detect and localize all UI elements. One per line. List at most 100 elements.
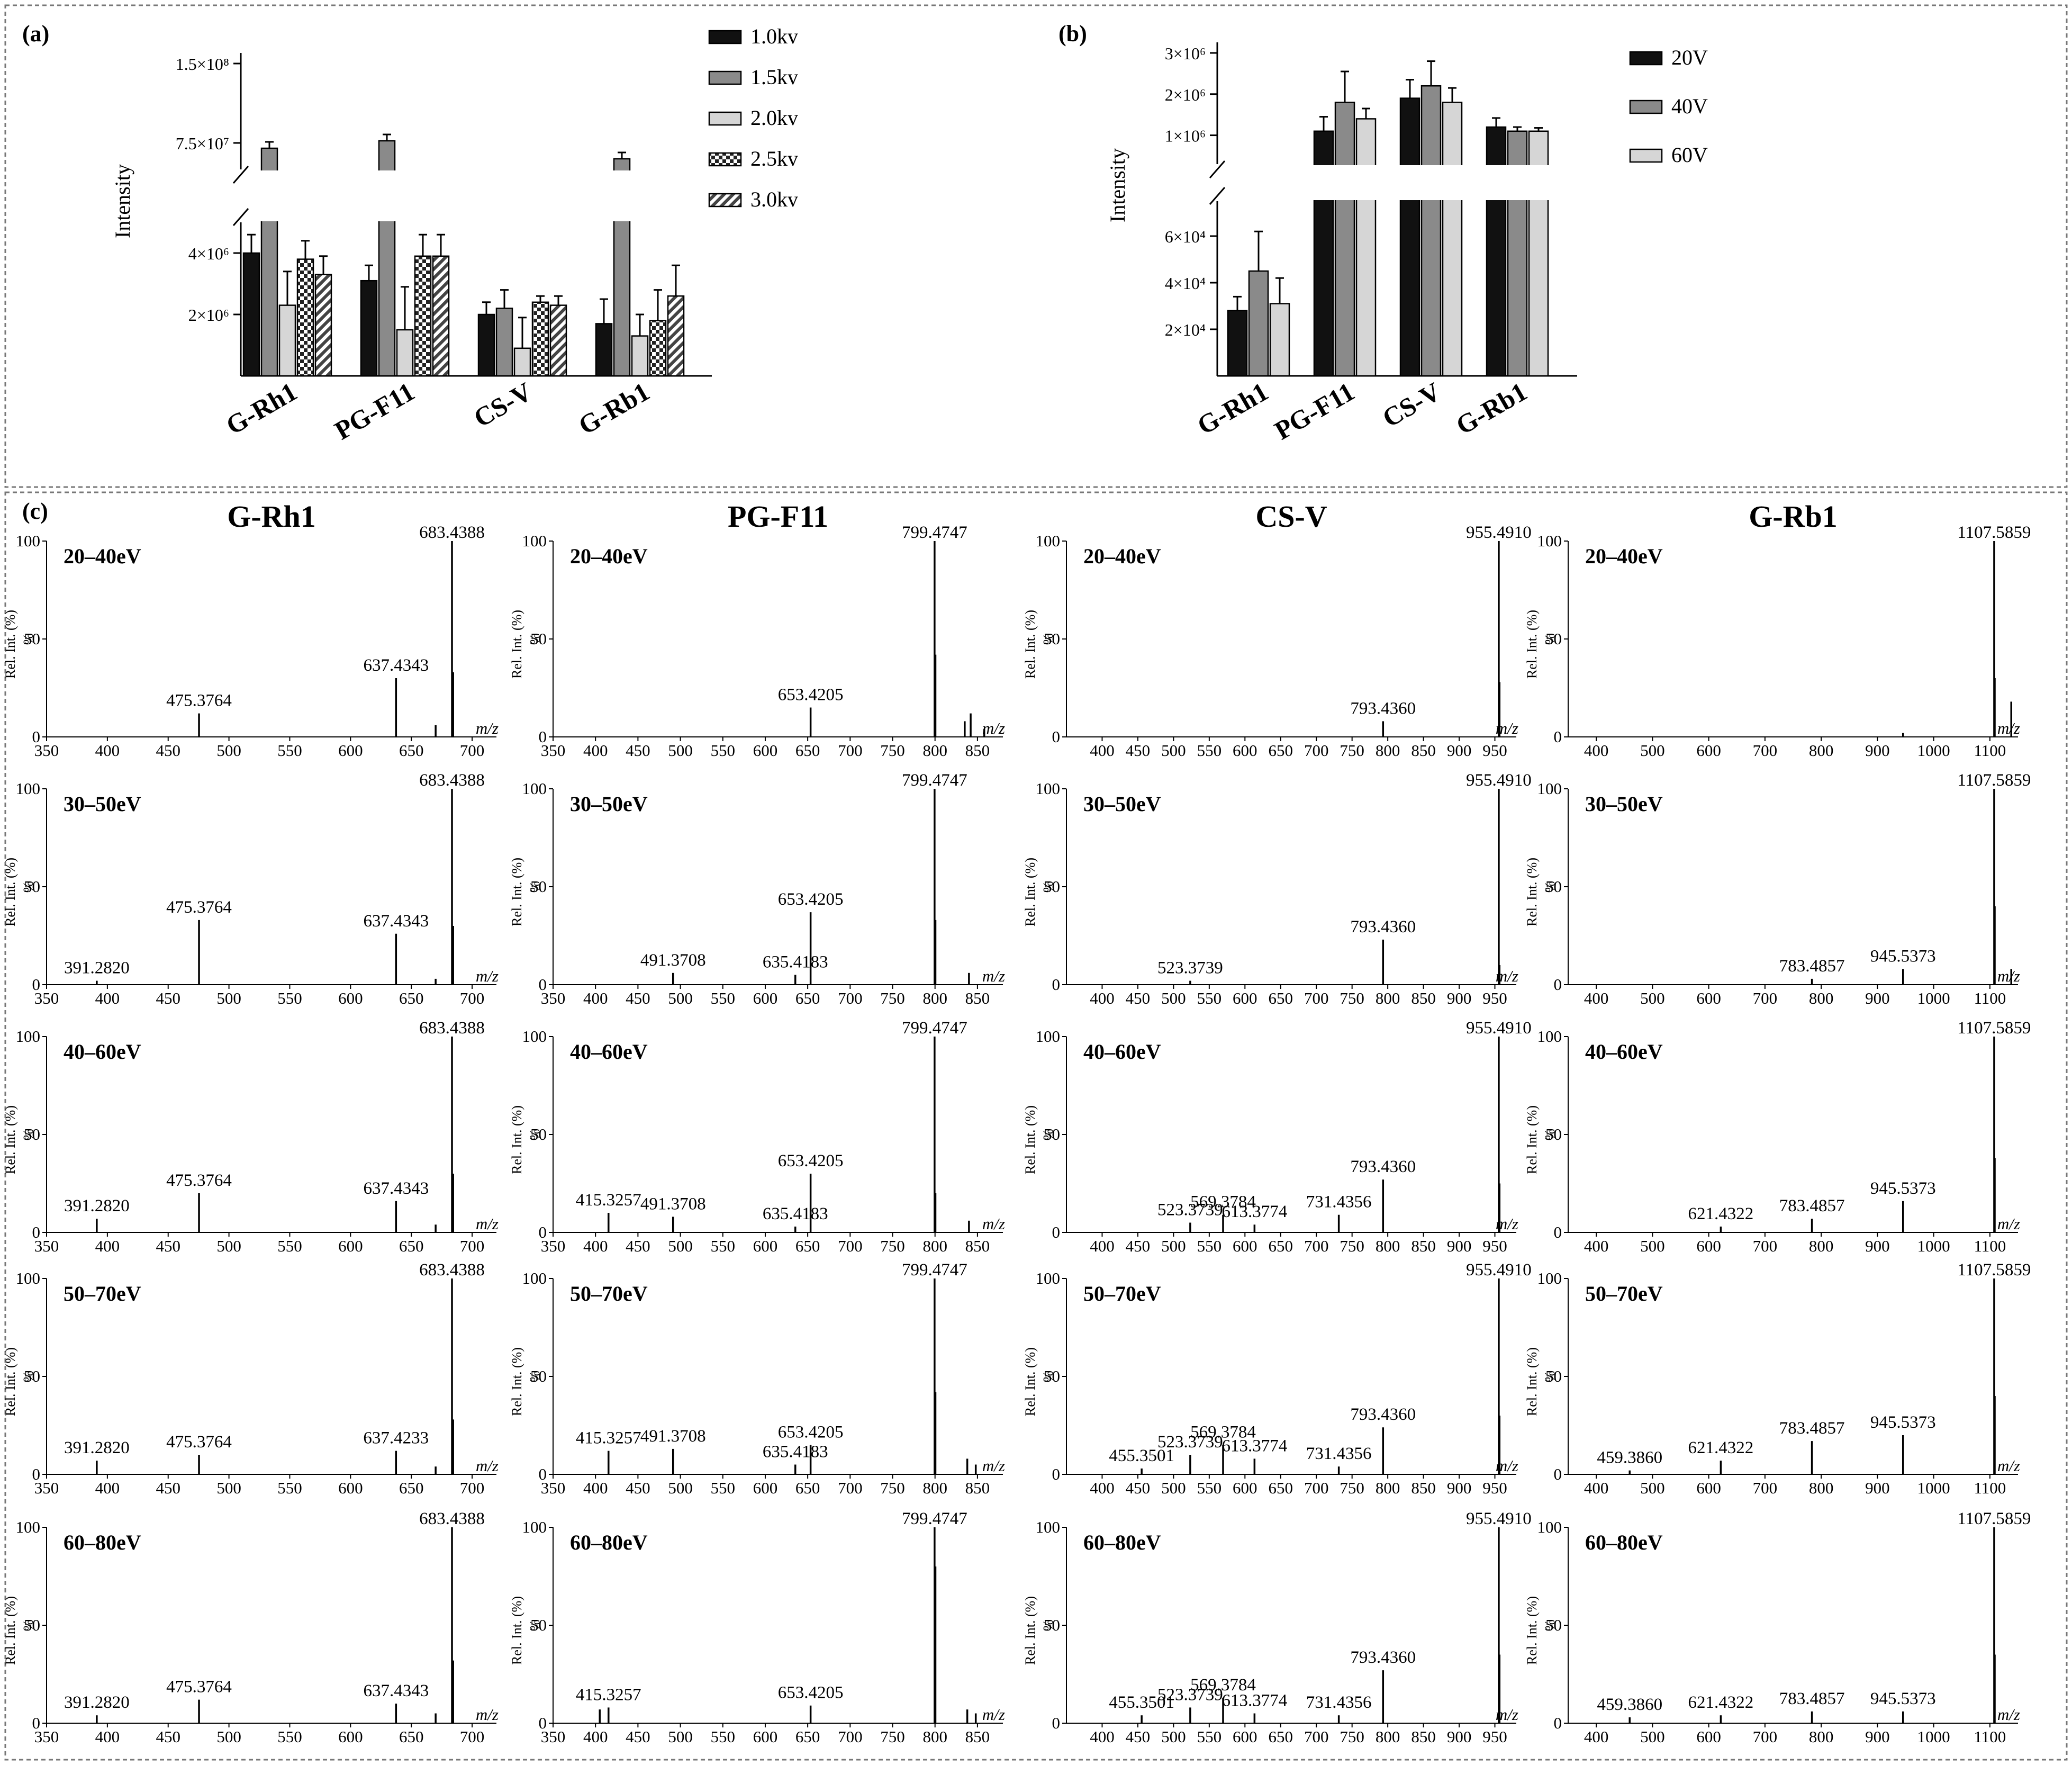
bar bbox=[1269, 303, 1290, 377]
x-tick-label: 900 bbox=[1865, 1727, 1890, 1746]
y-tick-label: 100 bbox=[16, 1269, 41, 1287]
y-tick-label: 100 bbox=[1036, 1027, 1061, 1046]
bar bbox=[396, 329, 414, 377]
peak-label: 475.3764 bbox=[166, 898, 232, 917]
peak-label: 391.2820 bbox=[64, 1196, 130, 1215]
y-tick-label: 2×10⁶ bbox=[188, 305, 229, 325]
spectrum-panel: 0 50 100 400 500 600 700 800 900 1000 1100 m/z Rel. … bbox=[1524, 1509, 2031, 1746]
peak-label: 415.3257 bbox=[576, 1429, 641, 1448]
y-axis-label: Rel. Int. (%) bbox=[1524, 610, 1540, 679]
y-tick-label: 0 bbox=[32, 1223, 41, 1241]
peak-label: 683.4388 bbox=[419, 771, 485, 790]
y-tick-label: 100 bbox=[1537, 779, 1562, 798]
x-tick-label: 800 bbox=[1376, 1479, 1400, 1497]
spectrum-panel: 0 50 100 350 400 450 500 550 600 650 700 750 800 850 m… bbox=[509, 1260, 1005, 1497]
x-tick-label: 800 bbox=[922, 1237, 947, 1255]
y-axis-unit: % bbox=[1040, 1619, 1056, 1631]
x-axis-label: m/z bbox=[476, 1214, 499, 1233]
legend-label: 60V bbox=[1671, 143, 1708, 167]
x-tick-label: 350 bbox=[34, 1479, 59, 1497]
x-tick-label: 950 bbox=[1482, 1727, 1507, 1746]
peak-label: 955.4910 bbox=[1466, 523, 1532, 542]
spectrum-panel: 0 50 100 350 400 450 500 550 600 650 700 m/z Rel. In… bbox=[3, 523, 499, 760]
bar-break-gap bbox=[1442, 165, 1463, 200]
x-tick-label: 450 bbox=[156, 1237, 180, 1255]
y-tick-label: 100 bbox=[16, 532, 41, 550]
x-tick-label: 500 bbox=[1640, 1727, 1665, 1746]
peak-label: 569.3784 bbox=[1190, 1676, 1256, 1695]
x-tick-label: 600 bbox=[753, 1237, 778, 1255]
y-tick-label: 100 bbox=[16, 1518, 41, 1536]
spectrum-panel: 0 50 100 400 450 500 550 600 650 700 750 800 850 900 9… bbox=[1023, 523, 1532, 760]
x-tick-label: 500 bbox=[1640, 741, 1665, 760]
peak-label: 491.3708 bbox=[640, 1194, 706, 1213]
x-tick-label: 500 bbox=[668, 1479, 693, 1497]
category-label: G-Rb1 bbox=[1451, 376, 1532, 440]
x-tick-label: 400 bbox=[1090, 1479, 1115, 1497]
y-tick-label: 50 bbox=[1044, 629, 1060, 648]
x-tick-label: 600 bbox=[1233, 1727, 1257, 1746]
peak-label: 945.5373 bbox=[1870, 1413, 1936, 1432]
bar bbox=[1442, 102, 1463, 377]
x-tick-label: 450 bbox=[1126, 1479, 1151, 1497]
x-tick-label: 600 bbox=[1696, 989, 1721, 1007]
x-axis-label: m/z bbox=[982, 1456, 1005, 1475]
y-tick-label: 50 bbox=[1044, 1616, 1060, 1634]
peak-label: 683.4388 bbox=[419, 1509, 485, 1528]
y-axis-unit: % bbox=[1040, 1371, 1056, 1382]
x-tick-label: 600 bbox=[753, 989, 778, 1007]
peak-label: 415.3257 bbox=[576, 1685, 641, 1704]
x-tick-label: 750 bbox=[880, 1237, 905, 1255]
x-tick-label: 600 bbox=[1696, 1479, 1721, 1497]
y-tick-label: 100 bbox=[1036, 532, 1061, 550]
x-axis-label: m/z bbox=[476, 1456, 499, 1475]
y-axis-label: Rel. Int. (%) bbox=[3, 610, 18, 679]
legend-swatch bbox=[708, 70, 742, 85]
x-tick-label: 400 bbox=[1584, 1727, 1609, 1746]
x-tick-label: 600 bbox=[753, 1727, 778, 1746]
collision-energy-label: 60–80eV bbox=[1585, 1530, 1663, 1554]
x-tick-label: 400 bbox=[1584, 1479, 1609, 1497]
x-tick-label: 750 bbox=[880, 1479, 905, 1497]
x-tick-label: 500 bbox=[216, 1727, 241, 1746]
x-tick-label: 700 bbox=[838, 1727, 863, 1746]
x-tick-label: 650 bbox=[1269, 1237, 1293, 1255]
peak-label: 783.4857 bbox=[1779, 1196, 1845, 1215]
bar bbox=[667, 295, 685, 377]
y-axis-label: Rel. Int. (%) bbox=[3, 858, 18, 926]
x-tick-label: 800 bbox=[1809, 1479, 1834, 1497]
x-tick-label: 800 bbox=[1809, 989, 1834, 1007]
bar bbox=[513, 347, 531, 377]
x-tick-label: 500 bbox=[1161, 1727, 1186, 1746]
x-tick-label: 500 bbox=[668, 1727, 693, 1746]
legend-swatch bbox=[708, 111, 742, 126]
x-tick-label: 950 bbox=[1482, 741, 1507, 760]
axis-break-mark bbox=[232, 208, 249, 226]
axis-break-mark bbox=[1209, 160, 1226, 178]
y-tick-label: 0 bbox=[1052, 727, 1061, 746]
x-tick-label: 750 bbox=[880, 1727, 905, 1746]
x-tick-label: 850 bbox=[965, 1479, 990, 1497]
x-tick-label: 550 bbox=[1197, 1479, 1222, 1497]
bar-break-gap bbox=[1355, 165, 1377, 200]
y-tick-label: 2×10⁴ bbox=[1165, 320, 1206, 339]
y-axis-label: Rel. Int. (%) bbox=[509, 858, 524, 926]
x-tick-label: 450 bbox=[156, 741, 180, 760]
y-tick-label: 50 bbox=[1545, 1616, 1562, 1634]
y-tick-label: 50 bbox=[1545, 877, 1562, 896]
x-tick-label: 500 bbox=[216, 1237, 241, 1255]
category-label: CS-V bbox=[1377, 376, 1445, 433]
x-tick-label: 700 bbox=[838, 741, 863, 760]
peak-label: 523.3739 bbox=[1157, 1433, 1223, 1452]
legend-swatch bbox=[1629, 51, 1663, 66]
x-tick-label: 700 bbox=[838, 989, 863, 1007]
x-tick-label: 850 bbox=[965, 1237, 990, 1255]
bar bbox=[649, 320, 667, 377]
bar-break-gap bbox=[1507, 165, 1528, 200]
x-tick-label: 550 bbox=[711, 1727, 736, 1746]
bar-break-gap bbox=[260, 170, 278, 221]
peak-label: 799.4747 bbox=[902, 1260, 967, 1280]
bar bbox=[1399, 97, 1420, 377]
x-tick-label: 600 bbox=[1233, 741, 1257, 760]
